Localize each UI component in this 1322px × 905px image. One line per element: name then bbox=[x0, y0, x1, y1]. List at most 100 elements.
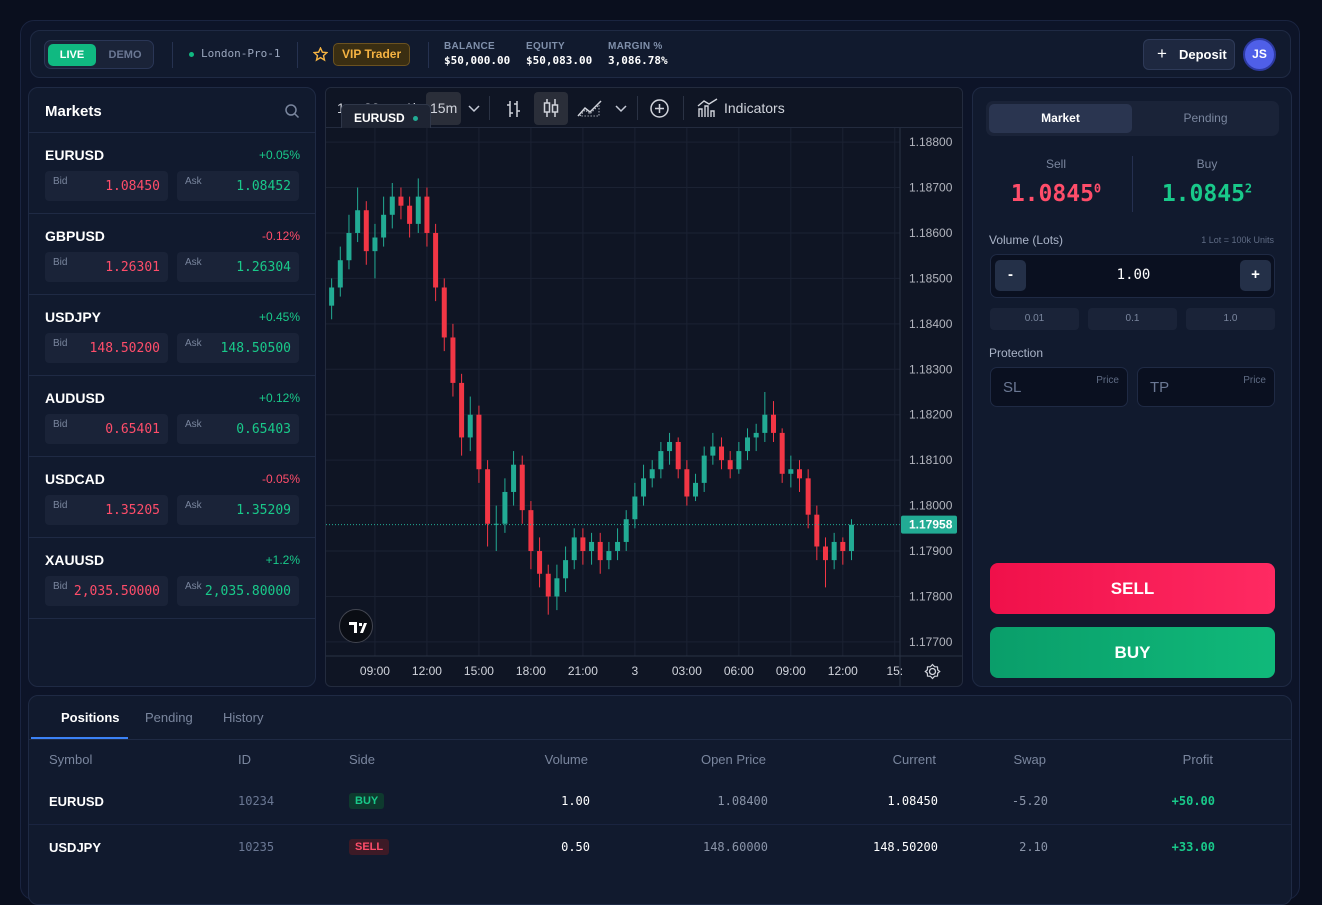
positions-tab[interactable]: History bbox=[223, 710, 264, 725]
y-tick-label: 1.18100 bbox=[909, 453, 953, 467]
price-hint: Price bbox=[1096, 375, 1119, 386]
market-item[interactable]: GBPUSD -0.12% Bid 1.26301 Ask 1.26304 bbox=[29, 214, 315, 295]
candle-body bbox=[753, 432, 759, 438]
candle-body bbox=[675, 441, 681, 470]
market-item[interactable]: USDJPY +0.45% Bid 148.50200 Ask 148.50500 bbox=[29, 295, 315, 376]
market-item[interactable]: USDCAD -0.05% Bid 1.35205 Ask 1.35209 bbox=[29, 457, 315, 538]
x-tick-label: 09:00 bbox=[360, 664, 390, 678]
bar-chart-icon[interactable] bbox=[504, 99, 524, 119]
market-symbol: GBPUSD bbox=[45, 228, 105, 244]
bid-value: 148.50200 bbox=[89, 341, 160, 356]
ask-box[interactable]: Ask 0.65403 bbox=[177, 414, 299, 444]
bid-box[interactable]: Bid 148.50200 bbox=[45, 333, 168, 363]
candle-body bbox=[693, 482, 699, 497]
candle-button[interactable] bbox=[534, 92, 568, 125]
position-row[interactable]: EURUSD 10234 BUY 1.00 1.08400 1.08450 -5.20 +50… bbox=[29, 778, 1291, 824]
sell-label: Sell bbox=[1045, 157, 1066, 171]
positions-tab[interactable]: Positions bbox=[61, 710, 120, 725]
volume-preset[interactable]: 1.0 bbox=[1186, 308, 1275, 330]
dropdown-icon[interactable] bbox=[466, 99, 482, 117]
plus-button[interactable]: + bbox=[1240, 260, 1271, 291]
bid-box[interactable]: Bid 1.35205 bbox=[45, 495, 168, 525]
volume-preset[interactable]: 0.01 bbox=[990, 308, 1079, 330]
volume-value[interactable]: 1.00 bbox=[1116, 267, 1151, 283]
bid-box[interactable]: Bid 1.26301 bbox=[45, 252, 168, 282]
bid-box[interactable]: Bid 1.08450 bbox=[45, 171, 168, 201]
candle-body bbox=[389, 196, 395, 215]
sell-button[interactable]: SELL bbox=[990, 563, 1275, 614]
ask-box[interactable]: Ask 148.50500 bbox=[177, 333, 299, 363]
demo-button[interactable]: DEMO bbox=[108, 49, 142, 61]
star-icon bbox=[313, 47, 328, 62]
market-item[interactable]: AUDUSD +0.12% Bid 0.65401 Ask 0.65403 bbox=[29, 376, 315, 457]
bid-label: Bid bbox=[53, 581, 68, 592]
position-row[interactable]: USDJPY 10235 SELL 0.50 148.60000 148.50200 2.1… bbox=[29, 824, 1291, 870]
bid-value: 2,035.50000 bbox=[73, 584, 160, 599]
ask-label: Ask bbox=[185, 257, 202, 268]
indicators-icon[interactable] bbox=[697, 98, 719, 118]
x-tick-label: 15: bbox=[886, 664, 903, 678]
candle-body bbox=[545, 573, 551, 597]
market-tab[interactable]: Market bbox=[989, 104, 1132, 133]
settings-icon[interactable] bbox=[924, 663, 941, 680]
area-icon[interactable] bbox=[577, 99, 603, 119]
ask-box[interactable]: Ask 1.26304 bbox=[177, 252, 299, 282]
candle-body bbox=[519, 464, 525, 511]
position-cell: 1.08400 bbox=[717, 794, 768, 808]
chart-toolbar: Indicators 1m30m1h15m bbox=[326, 88, 962, 128]
ask-box[interactable]: Ask 1.08452 bbox=[177, 171, 299, 201]
last-price-label: 1.17958 bbox=[909, 518, 953, 532]
divider bbox=[29, 739, 1291, 740]
ask-box[interactable]: Ask 1.35209 bbox=[177, 495, 299, 525]
candle-body bbox=[537, 551, 543, 574]
last-price-box bbox=[901, 515, 957, 534]
candle-body bbox=[511, 464, 517, 492]
separator bbox=[428, 42, 429, 68]
y-tick-label: 1.18000 bbox=[909, 499, 953, 513]
live-button[interactable]: LIVE bbox=[48, 44, 96, 66]
bid-box[interactable]: Bid 0.65401 bbox=[45, 414, 168, 444]
deposit-button[interactable]: + Deposit bbox=[1143, 39, 1235, 70]
candle-icon bbox=[543, 99, 559, 117]
pending-tab[interactable]: Pending bbox=[1183, 111, 1228, 125]
candle-body bbox=[658, 451, 664, 470]
x-tick-label: 15:00 bbox=[464, 664, 494, 678]
add-icon[interactable] bbox=[649, 98, 670, 119]
candle-body bbox=[641, 478, 647, 497]
indicators-label[interactable]: Indicators bbox=[724, 100, 785, 116]
column-header: Volume bbox=[544, 752, 588, 767]
bid-box[interactable]: Bid 2,035.50000 bbox=[45, 576, 168, 606]
candle-body bbox=[571, 537, 577, 561]
minus-button[interactable]: - bbox=[995, 260, 1026, 291]
search-icon[interactable] bbox=[284, 103, 300, 119]
candle-body bbox=[710, 446, 716, 456]
candle-body bbox=[485, 469, 491, 524]
dropdown-icon[interactable] bbox=[613, 99, 629, 117]
deposit-label: Deposit bbox=[1179, 47, 1227, 62]
ask-box[interactable]: Ask 2,035.80000 bbox=[177, 576, 299, 606]
x-tick-label: 18:00 bbox=[516, 664, 546, 678]
sl-label: SL bbox=[1003, 379, 1022, 396]
bid-label: Bid bbox=[53, 257, 68, 268]
position-cell: 10234 bbox=[238, 794, 275, 808]
side-badge: BUY bbox=[349, 793, 385, 809]
positions-tab[interactable]: Pending bbox=[145, 710, 193, 725]
avatar[interactable]: JS bbox=[1243, 38, 1276, 71]
buy-button[interactable]: BUY bbox=[990, 627, 1275, 678]
candle-body bbox=[441, 287, 447, 338]
market-item[interactable]: XAUUSD +1.2% Bid 2,035.50000 Ask 2,035.80000 bbox=[29, 538, 315, 619]
sl-input[interactable]: SL Price bbox=[990, 367, 1128, 407]
y-tick-label: 1.18600 bbox=[909, 226, 953, 240]
bid-label: Bid bbox=[53, 500, 68, 511]
market-change: +1.2% bbox=[265, 553, 300, 567]
timeframe-button[interactable]: 15m bbox=[426, 92, 462, 125]
x-tick-label: 12:00 bbox=[828, 664, 858, 678]
tp-input[interactable]: TP Price bbox=[1137, 367, 1275, 407]
market-item[interactable]: EURUSD +0.05% Bid 1.08450 Ask 1.08452 bbox=[29, 133, 315, 214]
ask-value: 1.35209 bbox=[236, 503, 291, 518]
candle-body bbox=[459, 382, 465, 438]
candle-body bbox=[476, 414, 482, 470]
stat-label: MARGIN % bbox=[608, 41, 663, 52]
position-cell: 148.60000 bbox=[702, 840, 768, 854]
volume-preset[interactable]: 0.1 bbox=[1088, 308, 1177, 330]
